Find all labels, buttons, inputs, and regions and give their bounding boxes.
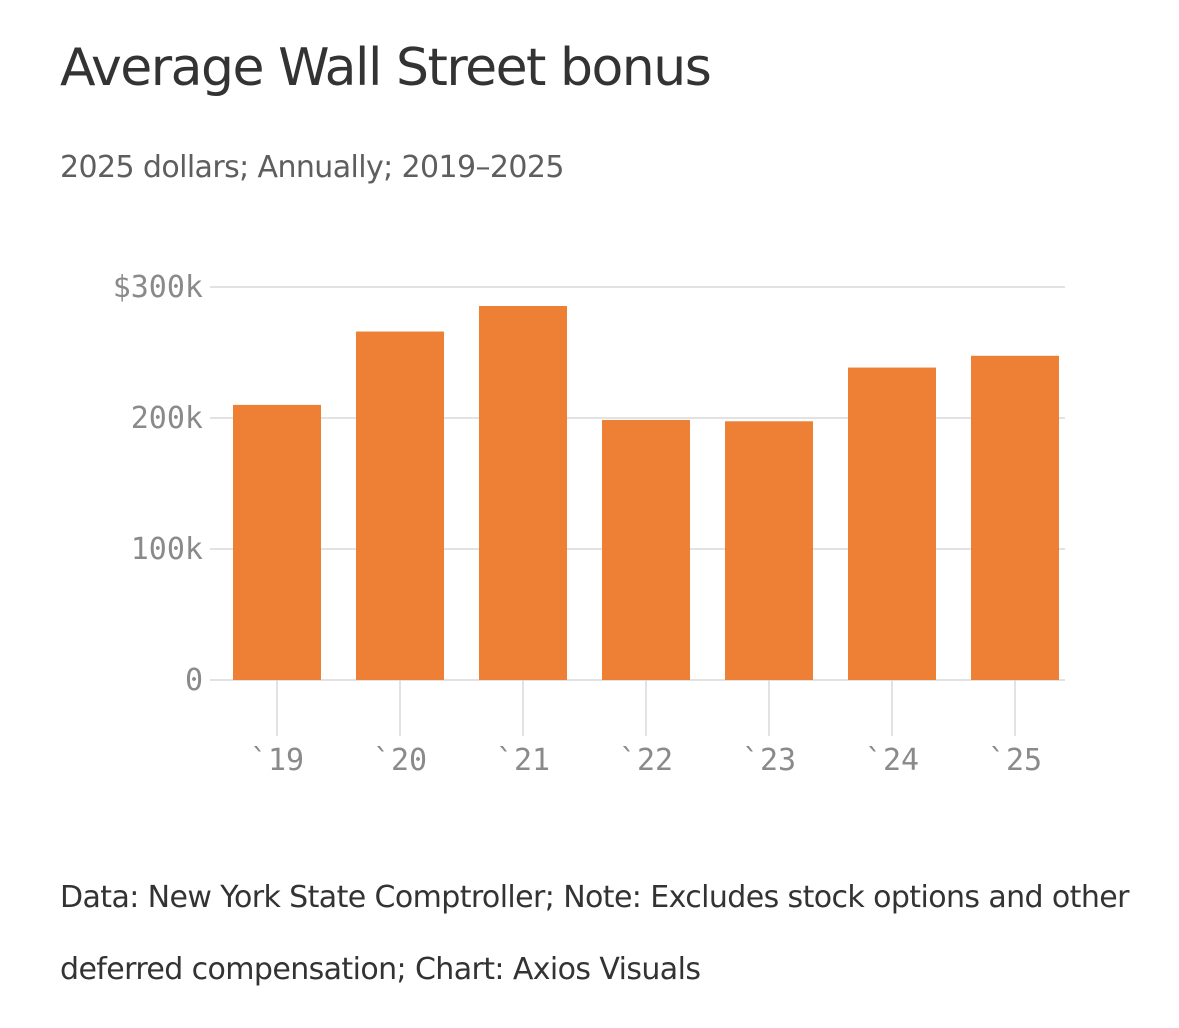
bar xyxy=(725,421,813,680)
x-tick-label: `24 xyxy=(865,743,919,778)
y-tick-label: 100k xyxy=(131,532,203,567)
x-tick-label: `25 xyxy=(988,743,1042,778)
y-tick-label: 200k xyxy=(131,401,203,436)
bar xyxy=(602,419,690,680)
bar xyxy=(479,305,567,680)
chart-title: Average Wall Street bonus xyxy=(60,38,712,98)
bar xyxy=(356,331,444,680)
bar-chart: 0 100k 200k $300k `19 `20 `21 `22 `23 `24 `25 xyxy=(113,270,1065,778)
bar xyxy=(233,404,321,680)
y-tick-label: $300k xyxy=(113,270,203,305)
tick-labels: 0 100k 200k $300k `19 `20 `21 `22 `23 `24 `25 xyxy=(113,270,1042,778)
x-tick-label: `21 xyxy=(496,743,550,778)
source-note: Data: New York State Comptroller; Note: … xyxy=(60,880,1129,987)
bars xyxy=(233,305,1059,680)
y-tick-label: 0 xyxy=(185,663,203,698)
x-ticks xyxy=(276,680,1016,736)
bar xyxy=(971,355,1059,680)
x-tick-label: `20 xyxy=(373,743,427,778)
x-tick-label: `22 xyxy=(619,743,673,778)
bar xyxy=(848,367,936,680)
x-tick-label: `19 xyxy=(250,743,304,778)
x-tick-label: `23 xyxy=(742,743,796,778)
chart-subtitle: 2025 dollars; Annually; 2019–2025 xyxy=(60,150,564,185)
